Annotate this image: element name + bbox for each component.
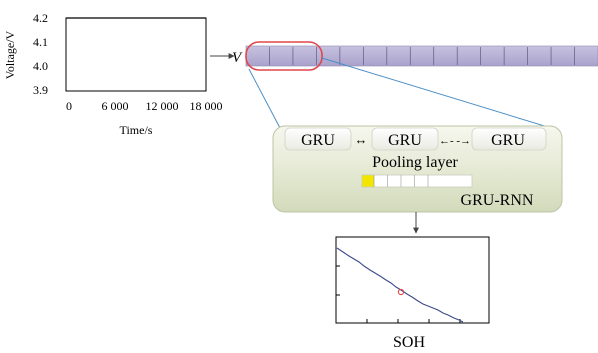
gru-rnn-panel: GRU GRU GRU ↔ ←- -→ Pooling layer GRU-RN… bbox=[272, 125, 563, 213]
gru-cell bbox=[371, 127, 439, 151]
sequence-window-highlight bbox=[245, 41, 323, 71]
gru-cell-label: GRU bbox=[491, 132, 525, 149]
expansion-line-right bbox=[321, 57, 552, 129]
voltage-chart-frame bbox=[65, 17, 207, 92]
pooling-highlight-cell bbox=[361, 174, 375, 188]
voltage-sequence-bar bbox=[245, 41, 598, 71]
expansion-line-left bbox=[248, 68, 281, 129]
voltage-xtick-label: 6 000 bbox=[102, 99, 129, 113]
gru-cell bbox=[471, 127, 547, 151]
soh-chart-frame bbox=[335, 236, 490, 324]
soh-chart: SOH bbox=[335, 236, 490, 351]
voltage-ytick-label: 3.9 bbox=[33, 83, 48, 97]
voltage-ytick-label: 4.0 bbox=[33, 59, 48, 73]
sequence-bar-body bbox=[245, 45, 598, 67]
voltage-xtick-label: 18 000 bbox=[190, 99, 223, 113]
dashed-bidirectional-arrow-icon: ←- -→ bbox=[439, 135, 471, 147]
pooling-strip bbox=[361, 174, 473, 188]
sequence-bar-dividers bbox=[269, 47, 575, 65]
soh-xlabel: SOH bbox=[393, 334, 425, 351]
gru-rnn-label: GRU-RNN bbox=[461, 192, 534, 209]
voltage-xlabel: Time/s bbox=[120, 123, 153, 137]
voltage-chart: Voltage/V 4.2 4.1 4.0 3.9 0 6 000 12 000… bbox=[3, 11, 223, 137]
voltage-xtick-label: 12 000 bbox=[146, 99, 179, 113]
input-symbol-v: V bbox=[232, 50, 243, 66]
voltage-ytick-label: 4.2 bbox=[33, 11, 48, 25]
gru-cell-label: GRU bbox=[301, 132, 335, 149]
voltage-ylabel: Voltage/V bbox=[3, 30, 17, 79]
soh-series-line bbox=[336, 247, 464, 323]
gru-cell-label: GRU bbox=[388, 132, 422, 149]
pooling-strip-dividers bbox=[373, 175, 429, 187]
soh-marker bbox=[397, 288, 405, 296]
pooling-layer-label: Pooling layer bbox=[372, 154, 458, 171]
voltage-xtick-label: 0 bbox=[66, 99, 72, 113]
voltage-ytick-label: 4.1 bbox=[33, 35, 48, 49]
gru-cell bbox=[284, 127, 352, 151]
bidirectional-arrow-icon: ↔ bbox=[355, 132, 368, 147]
